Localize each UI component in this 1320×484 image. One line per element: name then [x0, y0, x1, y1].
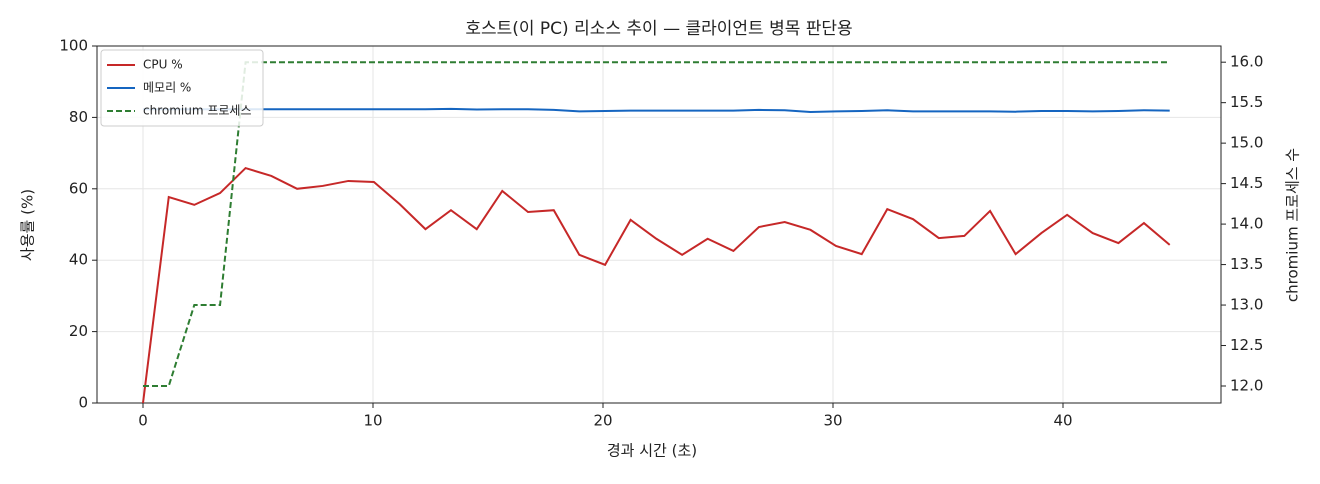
y2-tick-label: 13.0: [1230, 296, 1263, 314]
y2-tick-label: 14.0: [1230, 215, 1263, 233]
y-axis-label: 사용률 (%): [19, 189, 37, 261]
plot-frame: [96, 45, 1222, 404]
y2-axis-label: chromium 프로세스 수: [1284, 148, 1302, 302]
legend-box: [100, 49, 264, 127]
x-axis-label: 경과 시간 (초): [607, 442, 697, 460]
x-tick-label: 0: [138, 412, 148, 430]
series-line: [142, 166, 1171, 404]
y2-tick-label: 15.5: [1230, 93, 1263, 111]
x-tick-label: 30: [823, 412, 842, 430]
y-tick-label: 80: [69, 108, 88, 126]
legend-label: 메모리 %: [143, 81, 191, 95]
y-tick-label: 20: [69, 322, 88, 340]
y-tick-label: 40: [69, 251, 88, 269]
y2-tick-label: 12.5: [1230, 336, 1263, 354]
y2-tick-label: 15.0: [1230, 134, 1263, 152]
x-tick-label: 20: [593, 412, 612, 430]
y2-tick-label: 16.0: [1230, 53, 1263, 71]
legend-label: chromium 프로세스: [143, 104, 252, 118]
legend-label: CPU %: [143, 58, 183, 72]
y-tick-label: 60: [69, 179, 88, 197]
y-tick-label: 0: [78, 394, 88, 412]
x-tick-label: 10: [363, 412, 382, 430]
x-tick-label: 40: [1053, 412, 1072, 430]
y-tick-label: 100: [59, 37, 88, 55]
chart-title: 호스트(이 PC) 리소스 추이 — 클라이언트 병목 판단용: [465, 19, 852, 39]
y2-tick-label: 14.5: [1230, 174, 1263, 192]
series-line: [143, 107, 1170, 114]
y2-tick-label: 12.0: [1230, 377, 1263, 395]
y2-tick-label: 13.5: [1230, 255, 1263, 273]
